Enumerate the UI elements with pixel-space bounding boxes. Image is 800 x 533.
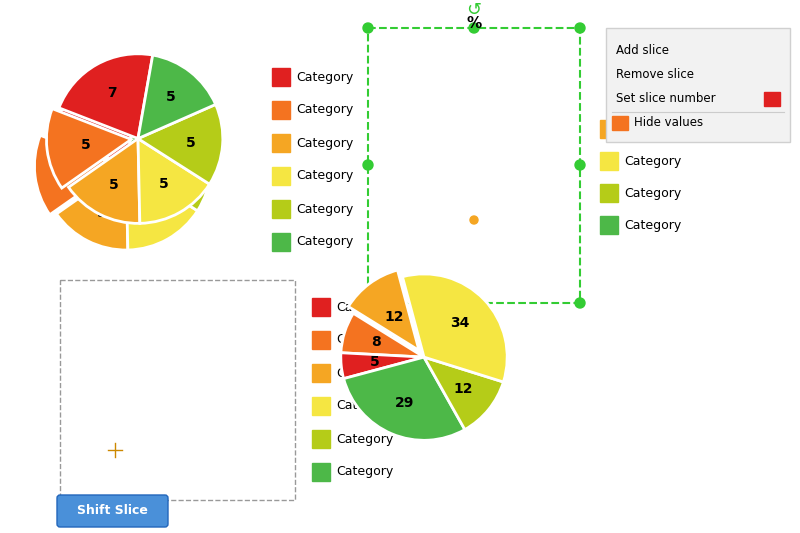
Bar (60, 280, 295, 500)
Text: Category: Category (336, 432, 394, 446)
Text: 7: 7 (107, 86, 117, 100)
Text: 12: 12 (453, 382, 473, 395)
Wedge shape (138, 55, 216, 139)
Text: Set slice number: Set slice number (616, 93, 716, 106)
Text: Add slice: Add slice (616, 44, 669, 58)
Circle shape (363, 298, 373, 308)
FancyBboxPatch shape (57, 495, 168, 527)
Text: Category: Category (296, 169, 354, 182)
Bar (272, 167, 290, 185)
Text: Category: Category (296, 236, 354, 248)
Text: ↺: ↺ (466, 1, 482, 19)
Bar (312, 298, 330, 316)
Text: 5: 5 (186, 135, 195, 150)
Text: Category: Category (624, 155, 682, 167)
Text: %: % (466, 17, 482, 31)
Text: Hide values: Hide values (634, 117, 703, 130)
Bar (312, 430, 330, 448)
Text: Category: Category (336, 400, 394, 413)
Text: 5: 5 (153, 116, 164, 131)
Text: 5: 5 (173, 161, 184, 177)
Text: Category: Category (296, 70, 354, 84)
Text: 5: 5 (166, 90, 175, 104)
Bar (600, 152, 618, 170)
Wedge shape (126, 165, 198, 250)
Text: Category: Category (336, 301, 394, 313)
Wedge shape (138, 139, 210, 223)
Text: Shift Slice: Shift Slice (77, 505, 148, 518)
Text: 5: 5 (97, 205, 107, 220)
Bar (272, 68, 290, 86)
Text: 5: 5 (370, 356, 379, 369)
Circle shape (469, 298, 479, 308)
Bar (600, 120, 618, 138)
Text: 5: 5 (110, 179, 119, 192)
Wedge shape (46, 109, 131, 188)
Circle shape (363, 23, 373, 33)
Text: Category: Category (296, 136, 354, 149)
Circle shape (575, 160, 585, 170)
Bar (612, 116, 628, 130)
Wedge shape (344, 357, 465, 440)
Wedge shape (126, 131, 210, 211)
Text: 7: 7 (95, 112, 106, 127)
Text: Category: Category (624, 187, 682, 199)
Wedge shape (126, 82, 204, 165)
Wedge shape (424, 357, 503, 430)
Text: Category: Category (336, 367, 394, 379)
Circle shape (575, 298, 585, 308)
Text: 29: 29 (395, 396, 414, 410)
Wedge shape (59, 54, 153, 139)
Bar (312, 463, 330, 481)
Text: 5: 5 (159, 177, 169, 191)
Wedge shape (348, 270, 419, 350)
Text: 5: 5 (146, 204, 157, 219)
Wedge shape (341, 353, 424, 378)
Text: Category: Category (624, 123, 682, 135)
Circle shape (363, 160, 373, 170)
Bar (312, 331, 330, 349)
Text: Category: Category (296, 203, 354, 215)
Bar (600, 216, 618, 234)
Wedge shape (402, 274, 507, 382)
Bar (764, 92, 780, 106)
Text: Category: Category (624, 219, 682, 231)
Wedge shape (69, 139, 140, 223)
Text: 5: 5 (81, 138, 90, 152)
Bar (272, 101, 290, 119)
Wedge shape (57, 165, 128, 250)
FancyBboxPatch shape (606, 28, 790, 142)
Text: 8: 8 (371, 335, 382, 349)
Wedge shape (138, 104, 222, 184)
Circle shape (469, 23, 479, 33)
Circle shape (575, 23, 585, 33)
Wedge shape (47, 80, 141, 165)
Wedge shape (34, 135, 119, 215)
Bar (272, 134, 290, 152)
Circle shape (470, 216, 478, 224)
Text: 34: 34 (450, 316, 470, 329)
Text: Remove slice: Remove slice (616, 69, 694, 82)
Bar (272, 233, 290, 251)
Text: Category: Category (296, 103, 354, 117)
Bar (600, 184, 618, 202)
Text: Category: Category (336, 334, 394, 346)
Text: 5: 5 (69, 164, 79, 179)
Bar (312, 397, 330, 415)
Bar (272, 200, 290, 218)
Bar (368, 28, 580, 303)
Wedge shape (341, 313, 424, 357)
Text: 12: 12 (385, 310, 404, 324)
Text: Category: Category (336, 465, 394, 479)
Bar (312, 364, 330, 382)
